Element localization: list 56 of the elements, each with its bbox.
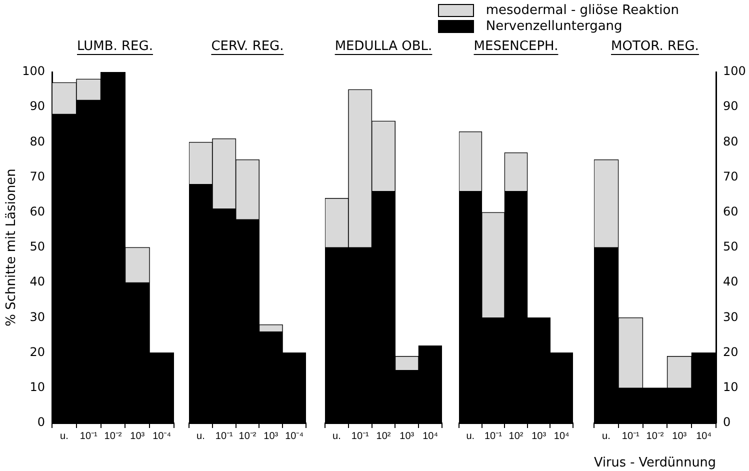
y2-tick-label: 50 (723, 240, 738, 254)
y-tick-label: 10 (30, 380, 45, 394)
y-tick-label: 0 (37, 415, 45, 430)
y-tick-label: 80 (30, 134, 45, 148)
x-tick-label: 10⁻¹ (484, 430, 503, 442)
x-tick-label: 10² (376, 430, 392, 442)
x-tick-label: 10³ (672, 430, 688, 442)
x-tick-label: 10⁻⁴ (285, 430, 304, 442)
y-axis-title: % Schnitte mit Läsionen (4, 168, 20, 326)
x-tick-label: 10⁻¹ (351, 430, 370, 442)
y-tick-label: 20 (30, 344, 45, 359)
y2-tick-label: 90 (723, 99, 738, 114)
x-tick-label: 10⁴ (422, 430, 438, 442)
y2-tick-label: 70 (723, 169, 738, 184)
x-tick-label: 10³ (264, 430, 279, 442)
x-tick-label: u. (332, 430, 341, 442)
y2-tick-label: 100 (723, 64, 746, 78)
x-tick-label: 10⁻² (646, 430, 664, 442)
y2-tick-label: 0 (723, 415, 731, 430)
y2-tick-label: 30 (723, 310, 738, 324)
y-tick-label: 100 (22, 64, 45, 78)
x-tick-label: 10⁻² (104, 430, 122, 442)
x-tick-label: 10⁻¹ (622, 430, 640, 442)
legend-label: mesodermal - gliöse Reaktion (486, 2, 679, 18)
y-tick-label: 60 (30, 204, 45, 219)
x-tick-label: 10² (508, 430, 524, 442)
x-tick-label: 10⁻² (238, 430, 257, 442)
y2-tick-label: 80 (723, 134, 738, 148)
y2-tick-label: 20 (723, 344, 738, 359)
x-tick-label: 10⁻¹ (80, 430, 98, 442)
x-tick-label: 10³ (130, 430, 146, 442)
x-tick-label: 10³ (532, 430, 547, 442)
chart-title: MEDULLA OBL. (334, 38, 434, 56)
y-tick-label: 40 (30, 274, 45, 289)
chart-title: CERV. REG. (210, 38, 285, 56)
x-tick-label: u. (196, 430, 205, 442)
chart-title: MOTOR. REG. (610, 38, 700, 56)
y-tick-label: 90 (30, 99, 45, 114)
y2-tick-label: 10 (723, 380, 738, 394)
x-tick-label: 10⁻¹ (215, 430, 234, 442)
y-tick-label: 30 (30, 310, 45, 324)
x-tick-label: 10⁴ (554, 430, 570, 442)
x-tick-label: 10⁴ (696, 430, 712, 442)
x-tick-label: 10⁻⁴ (152, 430, 172, 442)
y2-tick-label: 60 (723, 204, 738, 219)
legend-label: Nervenzelluntergang (486, 18, 622, 34)
y2-tick-label: 40 (723, 274, 738, 289)
x-tick-label: u. (60, 430, 68, 442)
chart-title: LUMB. REG. (76, 38, 154, 56)
x-tick-label: u. (602, 430, 610, 442)
y-tick-label: 70 (30, 169, 45, 184)
x-tick-label: 10³ (400, 430, 415, 442)
chart-title: MESENCEPH. (472, 38, 560, 56)
y-tick-label: 50 (30, 240, 45, 254)
x-tick-label: u. (466, 430, 475, 442)
x-axis-title: Virus - Verdünnung (594, 455, 716, 471)
